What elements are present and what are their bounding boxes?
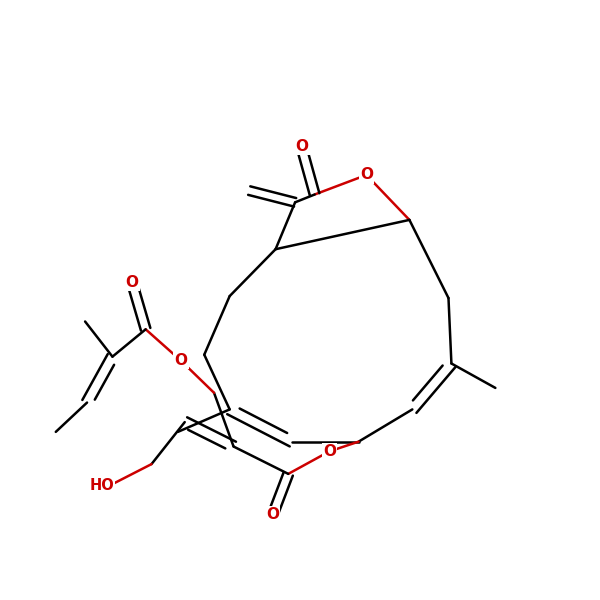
Text: O: O (266, 508, 279, 523)
Text: O: O (125, 275, 139, 290)
Text: O: O (175, 353, 187, 368)
Text: O: O (360, 167, 373, 182)
Text: HO: HO (89, 478, 114, 493)
Text: O: O (323, 444, 336, 459)
Text: O: O (295, 139, 308, 154)
